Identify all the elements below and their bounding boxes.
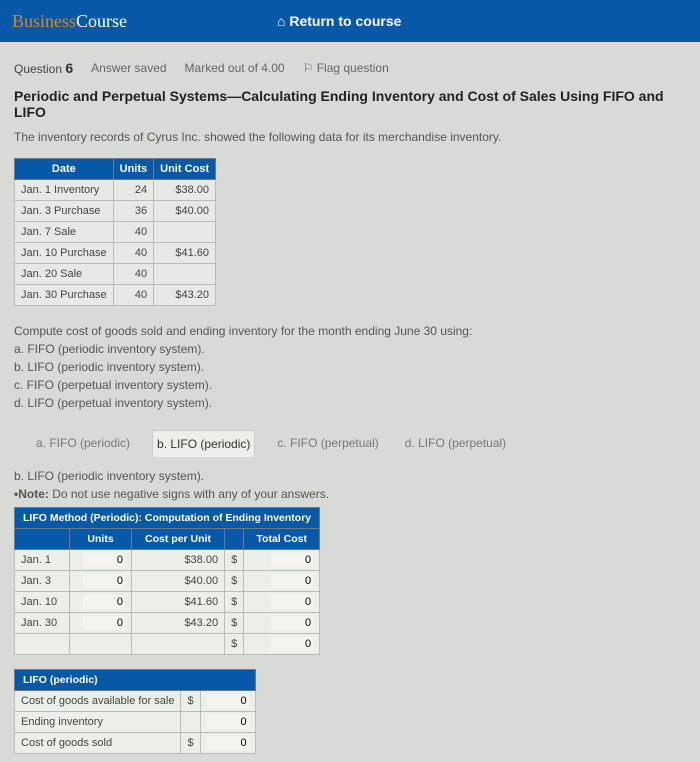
table-row: Jan. 20 Sale40 [15, 264, 216, 285]
answer-status: Answer saved [91, 61, 166, 75]
intro-text: The inventory records of Cyrus Inc. show… [14, 130, 686, 144]
col-date: Date [15, 159, 114, 180]
method-tabs: a. FIFO (periodic) b. LIFO (periodic) c.… [14, 430, 686, 457]
total-input[interactable] [271, 574, 313, 588]
summary-input[interactable] [207, 736, 249, 750]
total-input[interactable] [271, 595, 313, 609]
table-row: Jan. 30 Purchase40$43.20 [15, 285, 216, 306]
tab-lifo-periodic[interactable]: b. LIFO (periodic) [152, 430, 255, 457]
col-cost-per-unit: Cost per Unit [131, 529, 224, 550]
question-number: Question 6 [14, 60, 73, 76]
lifo-table-title: LIFO Method (Periodic): Computation of E… [15, 508, 320, 529]
note-line: •Note: Do not use negative signs with an… [14, 487, 686, 501]
table-row: Ending inventory [15, 712, 256, 733]
summary-input[interactable] [207, 694, 249, 708]
compute-instructions: Compute cost of goods sold and ending in… [14, 322, 686, 412]
note-label: •Note: [14, 487, 49, 501]
lifo-computation-table: LIFO Method (Periodic): Computation of E… [14, 507, 320, 655]
table-row: Jan. 1$38.00$ [15, 550, 320, 571]
compute-a: a. FIFO (periodic inventory system). [14, 340, 686, 358]
compute-c: c. FIFO (perpetual inventory system). [14, 376, 686, 394]
return-label: Return to course [289, 13, 401, 29]
marks-label: Marked out of 4.00 [185, 61, 285, 75]
table-row: Jan. 30$43.20$ [15, 613, 320, 634]
grand-total-input[interactable] [271, 637, 313, 651]
table-row: Jan. 7 Sale40 [15, 222, 216, 243]
question-bar: Question 6 Answer saved Marked out of 4.… [14, 60, 686, 76]
table-row: Jan. 10$41.60$ [15, 592, 320, 613]
table-row: Jan. 3 Purchase36$40.00 [15, 201, 216, 222]
units-input[interactable] [83, 595, 125, 609]
tab-fifo-periodic[interactable]: a. FIFO (periodic) [32, 430, 134, 457]
table-row: $ [15, 634, 320, 655]
units-input[interactable] [83, 553, 125, 567]
question-title: Periodic and Perpetual Systems—Calculati… [14, 88, 686, 120]
col-units-2: Units [70, 529, 132, 550]
col-total-cost: Total Cost [244, 529, 320, 550]
tab-lifo-perpetual[interactable]: d. LIFO (perpetual) [401, 430, 510, 457]
sub-heading: b. LIFO (periodic inventory system). [14, 469, 686, 483]
col-unit-cost: Unit Cost [154, 159, 216, 180]
table-row: Jan. 1 Inventory24$38.00 [15, 180, 216, 201]
table-row: Cost of goods sold$ [15, 733, 256, 754]
brand-text-1: Business [12, 11, 76, 31]
inventory-table: Date Units Unit Cost Jan. 1 Inventory24$… [14, 158, 216, 306]
summary-input[interactable] [207, 715, 249, 729]
compute-lead: Compute cost of goods sold and ending in… [14, 322, 686, 340]
total-input[interactable] [271, 553, 313, 567]
note-text: Do not use negative signs with any of yo… [49, 487, 329, 501]
flag-question-link[interactable]: ⚐ Flag question [303, 61, 389, 75]
brand-text-2: Course [76, 11, 127, 31]
brand-logo: BusinessCourse [12, 11, 127, 32]
top-bar: BusinessCourse ⌂ Return to course [0, 0, 700, 42]
col-units: Units [113, 159, 154, 180]
summary-header: LIFO (periodic) [15, 670, 256, 691]
total-input[interactable] [271, 616, 313, 630]
home-icon: ⌂ [277, 13, 289, 29]
content-area: Question 6 Answer saved Marked out of 4.… [0, 42, 700, 762]
compute-b: b. LIFO (periodic inventory system). [14, 358, 686, 376]
tab-fifo-perpetual[interactable]: c. FIFO (perpetual) [273, 430, 382, 457]
table-row: Cost of goods available for sale$ [15, 691, 256, 712]
flag-icon: ⚐ [303, 61, 317, 75]
table-row: Jan. 10 Purchase40$41.60 [15, 243, 216, 264]
return-link[interactable]: ⌂ Return to course [277, 13, 401, 29]
compute-d: d. LIFO (perpetual inventory system). [14, 394, 686, 412]
lifo-summary-table: LIFO (periodic) Cost of goods available … [14, 669, 256, 754]
units-input[interactable] [83, 574, 125, 588]
table-row: Jan. 3$40.00$ [15, 571, 320, 592]
units-input[interactable] [83, 616, 125, 630]
